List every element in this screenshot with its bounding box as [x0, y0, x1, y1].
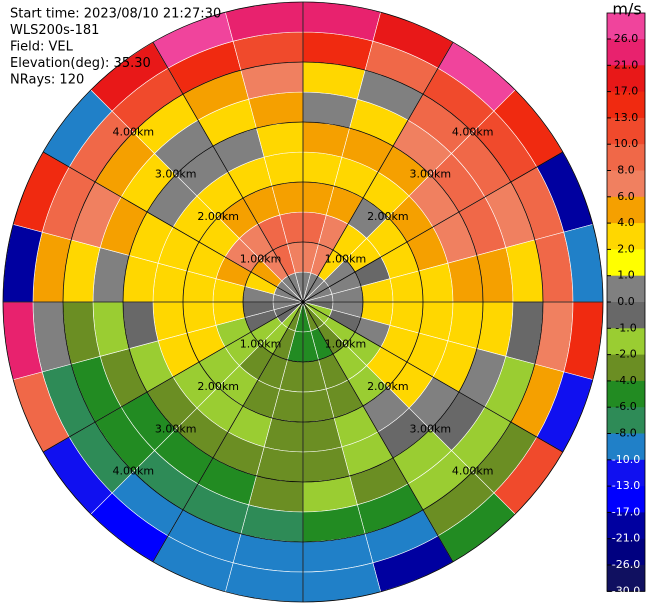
- header-line: NRays: 120: [10, 73, 84, 88]
- colorbar-label: -2.0: [615, 348, 636, 361]
- velocity-cell: [122, 255, 159, 303]
- colorbar-label: 4.0: [617, 216, 635, 229]
- header-line: Elevation(deg): 35.30: [10, 56, 151, 71]
- colorbar-segment: [607, 459, 645, 487]
- colorbar-segment: [607, 302, 645, 329]
- colorbar-segment: [607, 13, 645, 40]
- colorbar-label: 0.0: [617, 295, 635, 308]
- range-label: 1.00km: [240, 253, 282, 266]
- colorbar-segment: [607, 223, 645, 250]
- range-label: 3.00km: [155, 168, 197, 181]
- header-line: Field: VEL: [10, 40, 74, 55]
- spoke: [302, 301, 564, 453]
- colorbar: 26.0 21.0 17.0 13.0 10.0 8.0 6.0 4.0 2.0 1.0 0.0 -1…: [606, 0, 646, 597]
- colorbar-segment: [607, 117, 645, 145]
- colorbar-segment: [607, 275, 645, 303]
- range-label: 4.00km: [113, 465, 155, 478]
- colorbar-label: 6.0: [617, 190, 635, 203]
- colorbar-label: 21.0: [614, 58, 639, 71]
- range-labels: 1.00km 1.00km 1.00km 1.00km 2.00km 2.00km 2.00…: [113, 125, 494, 477]
- velocity-cell: [302, 446, 350, 483]
- velocity-cell: [447, 255, 484, 303]
- colorbar-segment: [607, 249, 645, 277]
- colorbar-label: -13.0: [612, 479, 640, 492]
- range-label: 3.00km: [409, 168, 451, 181]
- colorbar-segment: [607, 380, 645, 408]
- colorbar-label: 8.0: [617, 164, 635, 177]
- colorbar-label: -30.0: [612, 584, 640, 597]
- spoke: [152, 301, 304, 563]
- colorbar-label: -26.0: [612, 558, 640, 571]
- colorbar-segment: [607, 512, 645, 540]
- velocity-cell: [122, 301, 159, 349]
- velocity-cell: [447, 301, 484, 349]
- colorbar-label: -17.0: [612, 505, 640, 518]
- colorbar-segment: [607, 433, 645, 461]
- spoke: [302, 151, 564, 303]
- radar-cells: [2, 1, 604, 603]
- range-label: 1.00km: [325, 337, 367, 350]
- colorbar-segment: [607, 354, 645, 382]
- colorbar-segment: [607, 328, 645, 356]
- range-label: 2.00km: [197, 210, 239, 223]
- spoke: [42, 301, 304, 453]
- range-label: 1.00km: [325, 253, 367, 266]
- range-label: 1.00km: [240, 337, 282, 350]
- colorbar-label: -21.0: [612, 532, 640, 545]
- range-label: 4.00km: [452, 465, 494, 478]
- colorbar-segment: [607, 91, 645, 119]
- colorbar-label: -8.0: [615, 427, 636, 440]
- colorbar-label: 26.0: [614, 32, 639, 45]
- colorbar-label: -1.0: [615, 321, 636, 334]
- colorbar-segment: [607, 65, 645, 93]
- colorbar-segment: [607, 170, 645, 198]
- colorbar-segment: [607, 486, 645, 513]
- colorbar-segment: [607, 144, 645, 171]
- colorbar-segment: [607, 39, 645, 66]
- header-line: WLS200s-181: [10, 23, 99, 38]
- colorbar-label: -10.0: [612, 453, 640, 466]
- spoke: [302, 41, 454, 303]
- spoke: [42, 151, 304, 303]
- velocity-cell: [302, 121, 350, 158]
- range-label: 3.00km: [155, 422, 197, 435]
- range-label: 4.00km: [113, 125, 155, 138]
- colorbar-segment: [607, 196, 645, 224]
- colorbar-segment: [607, 407, 645, 434]
- colorbar-label: 13.0: [614, 111, 639, 124]
- colorbar-label: -6.0: [615, 400, 636, 413]
- header-line: Start time: 2023/08/10 21:27:30: [10, 7, 221, 22]
- spoke: [302, 301, 454, 563]
- colorbar-label: -4.0: [615, 374, 636, 387]
- velocity-cell: [256, 121, 304, 158]
- colorbar-label: 17.0: [614, 85, 639, 98]
- range-label: 4.00km: [452, 125, 494, 138]
- velocity-cell: [256, 446, 304, 483]
- colorbar-segment: [607, 538, 645, 566]
- range-label: 2.00km: [367, 210, 409, 223]
- colorbar-label: 10.0: [614, 137, 639, 150]
- range-label: 2.00km: [197, 380, 239, 393]
- colorbar-label: 1.0: [617, 269, 635, 282]
- colorbar-label: 2.0: [617, 242, 635, 255]
- range-label: 2.00km: [367, 380, 409, 393]
- header: Start time: 2023/08/10 21:27:30WLS200s-1…: [10, 7, 221, 88]
- range-label: 3.00km: [409, 422, 451, 435]
- range-grid: [2, 1, 604, 603]
- colorbar-segment: [607, 565, 645, 592]
- spoke: [152, 41, 304, 303]
- colorbar-title: m/s: [612, 0, 641, 19]
